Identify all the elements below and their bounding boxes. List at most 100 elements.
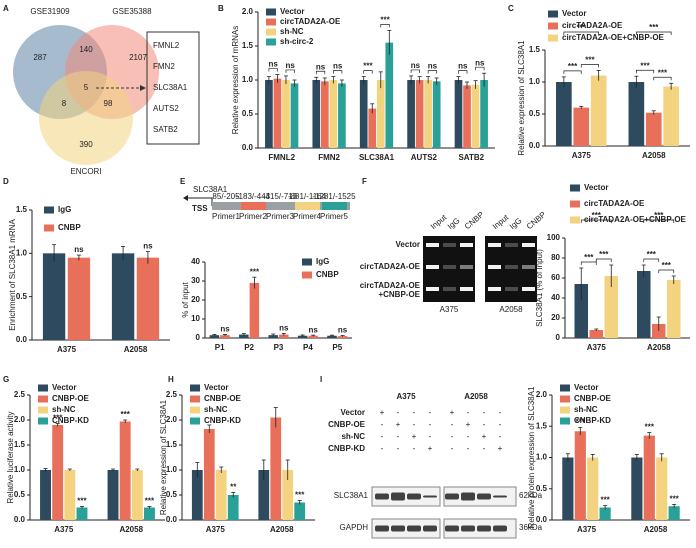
significance-bracket	[580, 261, 597, 265]
legend-swatch	[38, 417, 48, 425]
gel-band	[522, 287, 535, 291]
y-axis-label: Relative expression of SLC38A1	[517, 40, 526, 156]
protein-label: GAPDH	[340, 523, 369, 532]
significance-bracket	[580, 219, 612, 223]
y-tick-label: 1.5	[166, 440, 178, 449]
significance-bracket	[475, 66, 485, 71]
legend-label: circTADA2A-OE	[584, 199, 645, 208]
significance-label: **	[230, 483, 237, 492]
row-label: circTADA2A-OE	[360, 281, 421, 290]
sign: -	[397, 444, 400, 453]
legend-label: sh-NC	[204, 405, 228, 414]
x-tick-label: A375	[206, 525, 226, 534]
bar	[338, 83, 346, 148]
bar	[663, 86, 679, 146]
bar	[40, 470, 51, 520]
legend-swatch	[266, 38, 276, 46]
legend-label: CNBP	[316, 270, 339, 279]
primer-label: Primer2	[239, 212, 268, 221]
sign: -	[499, 420, 502, 429]
venn-set-label: GSE31909	[30, 7, 70, 16]
arrow-head	[140, 85, 146, 91]
significance-label: ns	[475, 58, 485, 67]
x-tick-label: FMN2	[318, 153, 340, 162]
legend-label: CNBP-OE	[574, 394, 612, 403]
bar	[265, 80, 273, 148]
significance-label: ***	[585, 56, 595, 65]
significance-label: ns	[428, 62, 438, 71]
sign: -	[467, 444, 470, 453]
bar	[556, 82, 572, 146]
y-tick-label: 0.0	[14, 515, 26, 524]
bar	[463, 85, 471, 148]
blot-band	[461, 525, 475, 532]
gel-band	[488, 265, 501, 269]
significance-bracket	[563, 70, 582, 74]
y-tick-label: 1.0	[242, 75, 254, 84]
gene-box	[146, 31, 200, 145]
legend-swatch	[548, 22, 558, 30]
x-tick-label: A375	[57, 345, 77, 354]
legend-label: circTADA2A-OE+CNBP-OE	[562, 33, 665, 42]
legend-swatch	[560, 406, 570, 414]
y-tick-label: 30	[191, 276, 200, 285]
row-label: sh-NC	[341, 432, 365, 441]
row-label: Vector	[396, 240, 420, 249]
significance-label: ***	[669, 494, 679, 503]
sign: -	[429, 432, 432, 441]
significance-label: ***	[576, 418, 586, 427]
sign: -	[429, 408, 432, 417]
legend-label: Vector	[52, 383, 76, 392]
sign: +	[482, 432, 487, 441]
panel-label: E	[180, 177, 186, 186]
blot-band	[477, 493, 491, 500]
panel-label: G	[3, 375, 9, 384]
venn-circle	[39, 71, 133, 165]
y-tick-label: 0.5	[166, 490, 178, 499]
significance-label: ns	[309, 325, 319, 334]
legend-label: Vector	[584, 183, 608, 192]
significance-label: ns	[316, 62, 326, 71]
y-tick-label: 0.0	[529, 141, 541, 150]
legend-swatch	[570, 184, 580, 192]
x-tick-label: A2058	[644, 525, 668, 534]
legend-label: sh-NC	[280, 27, 304, 36]
bar	[220, 335, 230, 338]
sign: +	[466, 420, 471, 429]
significance-label: ***	[145, 497, 155, 506]
cell-label: A2058	[464, 392, 488, 401]
gel-band	[522, 243, 535, 247]
blot-band	[407, 493, 421, 500]
x-tick-label: A375	[54, 525, 74, 534]
bar	[574, 284, 588, 338]
x-tick-label: A375	[587, 343, 607, 352]
sign: -	[467, 408, 470, 417]
bar	[668, 506, 680, 520]
x-tick-label: P1	[215, 343, 225, 352]
bar	[215, 470, 227, 520]
bar	[119, 421, 131, 520]
significance-label: ns	[333, 62, 343, 71]
x-tick-label: A375	[577, 525, 597, 534]
bar	[111, 253, 135, 340]
bar	[144, 507, 155, 520]
sign: -	[413, 444, 416, 453]
legend-label: circTADA2A-OE+CNBP-OE	[584, 215, 687, 224]
sign: -	[451, 444, 454, 453]
legend-label: CNBP	[58, 223, 81, 232]
significance-label: ***	[577, 23, 587, 32]
blot-band	[423, 525, 437, 532]
significance-bracket	[636, 31, 672, 35]
legend-swatch	[38, 395, 48, 403]
sign: -	[467, 432, 470, 441]
bar	[52, 425, 64, 520]
bar	[294, 502, 306, 520]
y-tick-label: 1.5	[14, 440, 26, 449]
legend-label: circTADA2A-OE	[280, 17, 341, 26]
promoter-segment	[295, 202, 320, 210]
primer-label: Primer3	[266, 212, 295, 221]
lane-label: CNBP	[463, 210, 486, 231]
panel-label: A	[3, 4, 9, 13]
gene-name: SATB2	[153, 125, 178, 134]
